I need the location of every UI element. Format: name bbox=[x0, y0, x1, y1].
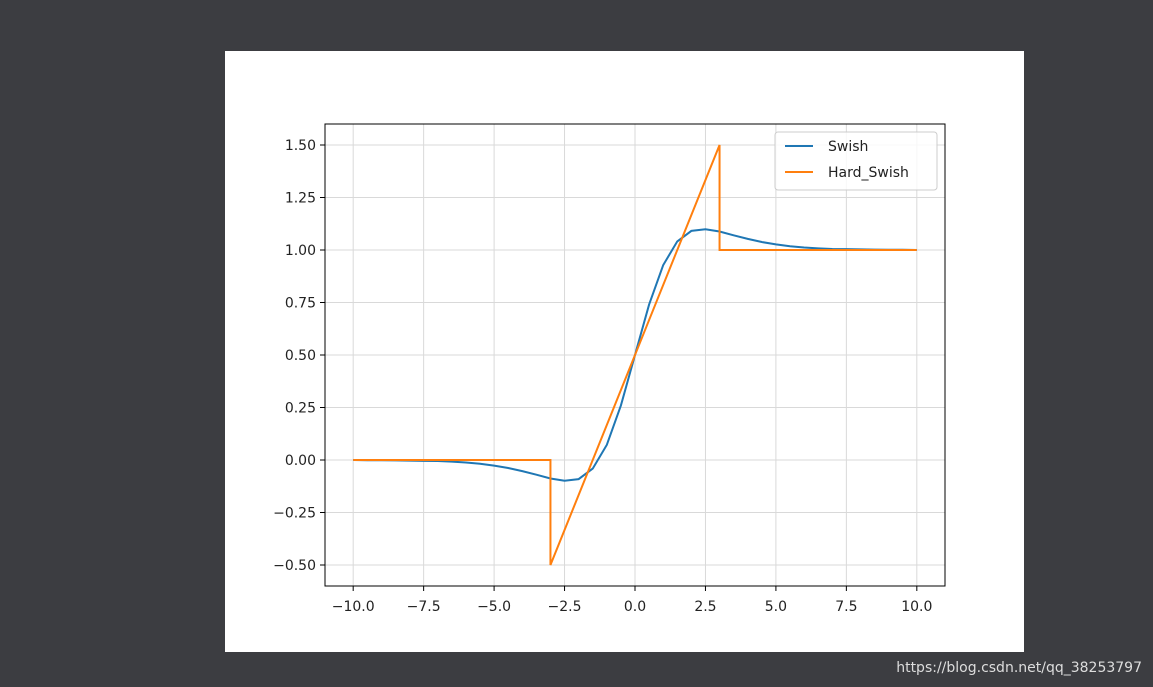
x-tick-label: 0.0 bbox=[624, 599, 646, 615]
x-tick-label: −2.5 bbox=[548, 599, 582, 615]
legend-label: Swish bbox=[828, 139, 868, 155]
x-tick-label: 7.5 bbox=[835, 599, 857, 615]
x-tick-label: 2.5 bbox=[694, 599, 716, 615]
x-tick-label: −10.0 bbox=[332, 599, 375, 615]
y-tick-label: 0.50 bbox=[285, 348, 316, 364]
x-tick-label: 10.0 bbox=[901, 599, 932, 615]
x-tick-label: −5.0 bbox=[477, 599, 511, 615]
y-tick-label: 0.00 bbox=[285, 453, 316, 469]
y-tick-label: 1.00 bbox=[285, 243, 316, 259]
line bbox=[353, 144, 917, 566]
watermark: https://blog.csdn.net/qq_38253797 bbox=[896, 660, 1142, 676]
plot: −10.0 −7.5 −5.0 −2.5 0.0 2.5 5.0 7.5 10.0 −0.50 −0… bbox=[273, 123, 946, 615]
legend-box bbox=[774, 131, 938, 191]
y-tick-label: 0.25 bbox=[285, 401, 316, 417]
plot-frame bbox=[324, 123, 946, 587]
legend-label: Hard_Swish bbox=[828, 165, 909, 181]
y-tick-label: 1.25 bbox=[285, 191, 316, 207]
y-tick-label: −0.25 bbox=[273, 506, 316, 522]
y-tick-label: −0.50 bbox=[273, 558, 316, 574]
x-tick-label: 5.0 bbox=[765, 599, 787, 615]
y-tick-label: 1.50 bbox=[285, 138, 316, 154]
y-tick-label: 0.75 bbox=[285, 296, 316, 312]
x-tick-label: −7.5 bbox=[407, 599, 441, 615]
